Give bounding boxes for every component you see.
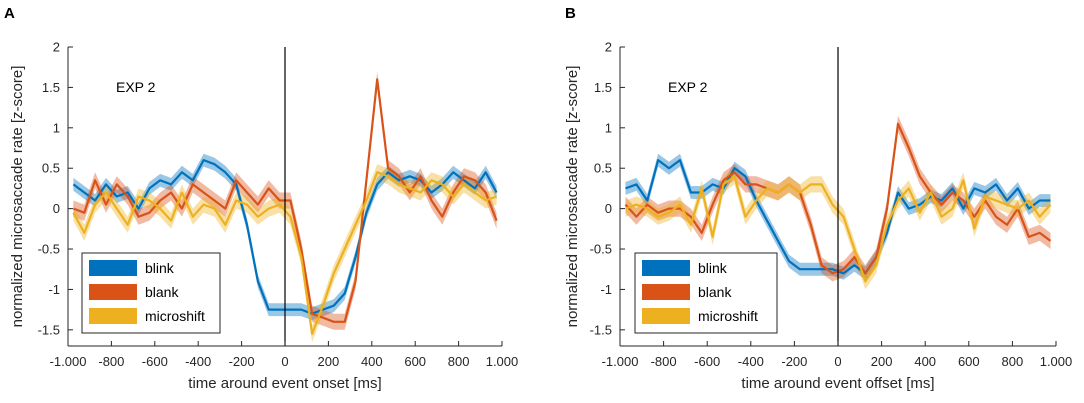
x-tick-label: 800 (448, 354, 470, 369)
legend-label-blank: blank (698, 284, 732, 300)
y-tick-label: 0.5 (42, 161, 60, 176)
ci-band-blank (625, 115, 1051, 282)
y-axis-label: normalized microsaccade rate [z-score] (564, 66, 581, 328)
x-tick-label: 400 (914, 354, 936, 369)
ci-band-blink (73, 153, 497, 321)
y-tick-label: -0.5 (590, 242, 612, 257)
legend-swatch-blink (89, 260, 137, 276)
x-tick-label: 200 (871, 354, 893, 369)
x-tick-label: 1.000 (1040, 354, 1073, 369)
y-tick-label: -1 (600, 282, 612, 297)
x-tick-label: -400 (738, 354, 764, 369)
x-axis-label: time around event offset [ms] (741, 375, 934, 392)
x-tick-label: 1.000 (486, 354, 519, 369)
y-tick-label: 1 (605, 120, 612, 135)
legend-swatch-blink (642, 260, 690, 276)
legend-label-microshift: microshift (698, 308, 758, 324)
x-tick-label: 600 (404, 354, 426, 369)
y-tick-label: 1.5 (594, 80, 612, 95)
y-tick-label: 0.5 (594, 161, 612, 176)
y-tick-label: 0 (53, 201, 60, 216)
legend-swatch-blank (89, 284, 137, 300)
y-tick-label: 1 (53, 120, 60, 135)
x-tick-label: -200 (229, 354, 255, 369)
annotation: EXP 2 (668, 79, 708, 95)
x-tick-label: -200 (781, 354, 807, 369)
legend-label-blink: blink (145, 260, 175, 276)
x-tick-label: 200 (318, 354, 340, 369)
annotation: EXP 2 (116, 79, 156, 95)
legend-label-microshift: microshift (145, 308, 205, 324)
x-tick-label: 0 (834, 354, 841, 369)
y-tick-label: -1.5 (590, 322, 612, 337)
x-tick-label: 800 (1002, 354, 1024, 369)
legend-swatch-blank (642, 284, 690, 300)
panel-label: A (4, 5, 15, 22)
legend-swatch-microshift (642, 308, 690, 324)
y-tick-label: 1.5 (42, 80, 60, 95)
x-tick-label: 600 (958, 354, 980, 369)
x-tick-label: -800 (651, 354, 677, 369)
x-tick-label: -1.000 (602, 354, 639, 369)
legend-label-blank: blank (145, 284, 179, 300)
panel-label: B (565, 5, 576, 22)
legend: blink blank microshift (81, 252, 221, 334)
y-tick-label: 2 (605, 40, 612, 55)
legend: blink blank microshift (634, 252, 778, 334)
y-tick-label: -1.5 (38, 322, 60, 337)
panel-b: -1.000 -800 -600 -400 -200 0 200 400 600 800 1.000… (564, 5, 1072, 392)
x-tick-label: 400 (361, 354, 383, 369)
x-tick-label: -600 (142, 354, 168, 369)
x-axis-label: time around event onset [ms] (188, 375, 381, 392)
x-tick-label: 0 (281, 354, 288, 369)
y-tick-label: -0.5 (38, 242, 60, 257)
legend-swatch-microshift (89, 308, 137, 324)
legend-label-blink: blink (698, 260, 728, 276)
x-tick-label: -400 (185, 354, 211, 369)
x-tick-label: -600 (694, 354, 720, 369)
y-tick-label: 0 (605, 201, 612, 216)
y-tick-label: -1 (48, 282, 60, 297)
y-axis-label: normalized microsaccade rate [z-score] (9, 66, 26, 328)
panel-a: -1.000 -800 -600 -400 -200 0 200 400 600 800 1.000… (4, 5, 518, 392)
y-tick-label: 2 (53, 40, 60, 55)
x-tick-label: -800 (98, 354, 124, 369)
x-tick-label: -1.000 (50, 354, 87, 369)
